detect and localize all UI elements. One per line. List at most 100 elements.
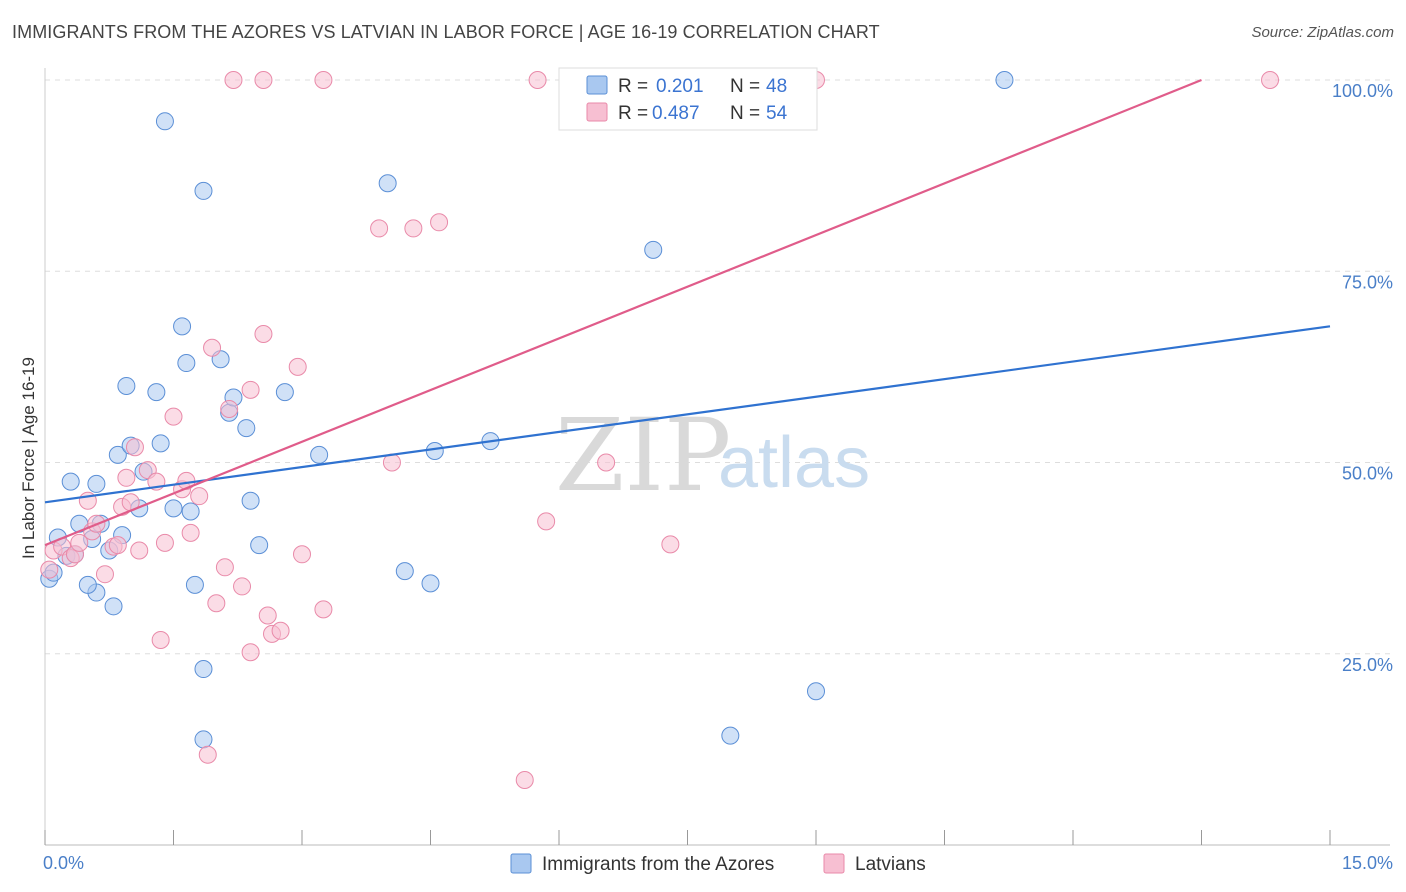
point-latvians [95, 565, 114, 584]
y-tick-label: 100.0% [1332, 81, 1393, 101]
trend-line-latvians [44, 78, 1202, 547]
point-azores [61, 472, 80, 491]
y-tick-label: 75.0% [1342, 272, 1393, 292]
chart-title: IMMIGRANTS FROM THE AZORES VS LATVIAN IN… [12, 22, 880, 42]
point-azores [194, 181, 213, 200]
point-azores [310, 445, 329, 464]
point-latvians [258, 606, 277, 625]
point-azores [147, 383, 166, 402]
data-points [40, 71, 1280, 789]
point-azores [194, 660, 213, 679]
point-azores [421, 574, 440, 593]
point-latvians [233, 577, 252, 596]
point-latvians [108, 536, 127, 555]
chart-source: Source: ZipAtlas.com [1251, 24, 1394, 41]
x-ticks [44, 830, 1331, 845]
point-latvians [198, 745, 217, 764]
point-azores [644, 240, 663, 259]
point-latvians [224, 71, 243, 89]
point-latvians [404, 219, 423, 238]
point-latvians [314, 600, 333, 619]
point-azores [275, 383, 294, 402]
legend-r-value-azores: 0.201 [656, 76, 704, 97]
point-latvians [314, 71, 333, 89]
point-azores [108, 445, 127, 464]
point-azores [181, 502, 200, 521]
bottom-legend: Immigrants from the Azores Latvians [510, 853, 926, 875]
point-latvians [241, 643, 260, 662]
legend-n-value-azores: 48 [766, 76, 787, 97]
point-azores [395, 562, 414, 581]
y-tick-labels: 25.0% 50.0% 75.0% 100.0% [1332, 81, 1393, 675]
point-azores [721, 726, 740, 745]
point-azores [151, 434, 170, 453]
point-latvians [70, 533, 89, 552]
legend-r-value-latvians: 0.487 [652, 103, 700, 124]
point-azores [177, 354, 196, 373]
y-tick-label: 50.0% [1342, 464, 1393, 484]
point-azores [250, 536, 269, 555]
legend: R = 0.201 N = 48 R = 0.487 N = 54 [558, 67, 818, 131]
point-latvians [151, 630, 170, 649]
bottom-legend-label-azores: Immigrants from the Azores [542, 854, 774, 875]
legend-r-label-azores: R = [618, 76, 648, 97]
point-latvians [164, 407, 183, 426]
point-azores [995, 71, 1014, 89]
point-azores [807, 682, 825, 701]
point-latvians [125, 438, 144, 457]
point-latvians [293, 545, 311, 564]
bottom-legend-swatch-latvians [823, 853, 845, 874]
point-latvians [155, 533, 174, 552]
trend-line-azores [44, 325, 1331, 504]
point-azores [194, 730, 213, 749]
point-latvians [130, 541, 149, 560]
point-azores [173, 317, 192, 336]
watermark-atlas: atlas [718, 423, 870, 503]
grid-lines [45, 79, 1390, 655]
point-azores [117, 377, 136, 395]
point-azores [164, 499, 183, 518]
point-azores [78, 575, 97, 594]
point-latvians [271, 621, 290, 640]
trend-lines [44, 78, 1331, 547]
point-latvians [203, 338, 222, 357]
legend-r-label-latvians: R = [618, 103, 648, 124]
point-latvians [515, 770, 534, 789]
bottom-legend-swatch-azores [510, 853, 532, 874]
point-latvians [661, 535, 680, 554]
point-latvians [207, 594, 226, 613]
point-latvians [430, 213, 449, 232]
point-latvians [241, 380, 260, 399]
point-azores [87, 474, 106, 493]
bottom-legend-label-latvians: Latvians [855, 854, 926, 875]
y-tick-label: 25.0% [1342, 655, 1393, 675]
point-azores [155, 112, 174, 131]
point-latvians [254, 71, 273, 89]
legend-n-label-latvians: N = [730, 103, 760, 124]
point-latvians [1261, 71, 1280, 89]
watermark: ZIP atlas [555, 397, 870, 514]
legend-n-value-latvians: 54 [766, 103, 788, 124]
point-azores [378, 174, 397, 193]
legend-swatch-latvians [586, 102, 608, 122]
point-azores [241, 491, 260, 510]
point-latvians [370, 219, 389, 238]
axes [44, 68, 1390, 846]
legend-swatch-azores [586, 75, 608, 95]
point-latvians [40, 560, 59, 579]
point-latvians [220, 399, 239, 418]
point-latvians [537, 512, 556, 531]
point-latvians [215, 558, 234, 577]
y-axis-label: In Labor Force | Age 16-19 [19, 357, 38, 559]
point-azores [104, 597, 123, 616]
point-latvians [288, 357, 307, 376]
x-tick-label-max: 15.0% [1342, 853, 1393, 873]
point-latvians [190, 487, 209, 506]
watermark-zip: ZIP [555, 397, 731, 514]
point-azores [185, 575, 204, 594]
point-latvians [597, 453, 616, 472]
legend-n-label-azores: N = [730, 76, 760, 97]
point-latvians [117, 468, 136, 487]
point-azores [237, 419, 256, 438]
